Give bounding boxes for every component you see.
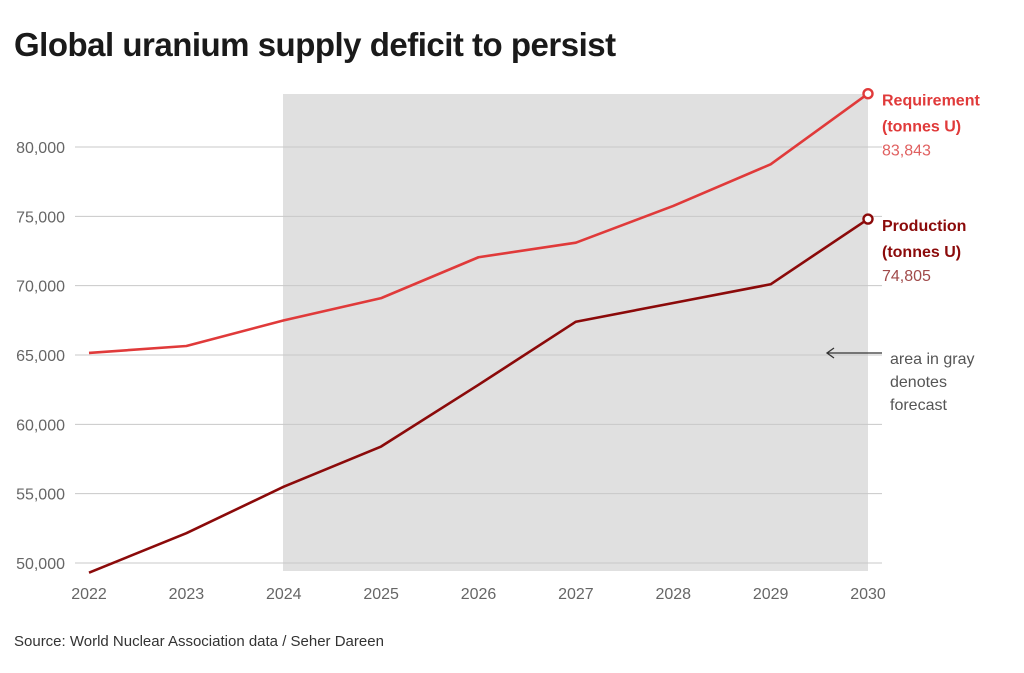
x-tick-label: 2025 (363, 586, 399, 603)
x-tick-label: 2027 (558, 586, 594, 603)
arrow-left-icon (825, 347, 835, 359)
gridlines (75, 146, 882, 564)
series-end-value: 83,843 (882, 143, 931, 160)
series-label-name: Production (882, 218, 966, 235)
y-tick-label: 50,000 (16, 556, 65, 573)
x-axis-ticks: 2022 2023 2024 2025 2026 2027 2028 2029 2030 (71, 586, 886, 603)
chart-title: Global uranium supply deficit to persist (14, 26, 616, 63)
y-tick-label: 55,000 (16, 487, 65, 504)
series-line-production (88, 217, 869, 574)
y-tick-label: 80,000 (16, 140, 65, 157)
annotation-text-line: area in gray (890, 351, 975, 368)
x-tick-label: 2026 (461, 586, 497, 603)
y-tick-label: 65,000 (16, 348, 65, 365)
series-label-unit: (tonnes U) (882, 119, 961, 136)
y-tick-label: 75,000 (16, 209, 65, 226)
series-label-name: Requirement (882, 93, 980, 110)
series-lines (88, 88, 874, 574)
x-tick-label: 2028 (655, 586, 691, 603)
y-axis-ticks: 50,000 55,000 60,000 65,000 70,000 75,000 80,0… (16, 140, 65, 573)
x-tick-label: 2023 (169, 586, 205, 603)
forecast-shaded-area (283, 94, 868, 571)
x-tick-label: 2030 (850, 586, 886, 603)
x-tick-label: 2024 (266, 586, 302, 603)
source-note: Source: World Nuclear Association data /… (14, 633, 384, 650)
forecast-annotation: area in gray denotes forecast (825, 347, 975, 414)
x-tick-label: 2022 (71, 586, 107, 603)
y-tick-label: 70,000 (16, 279, 65, 296)
annotation-text-line: denotes (890, 374, 947, 391)
y-tick-label: 60,000 (16, 417, 65, 434)
series-labels: Requirement (tonnes U) 83,843 Production (to… (882, 93, 980, 285)
series-label-unit: (tonnes U) (882, 244, 961, 261)
series-line-requirement (88, 92, 869, 355)
end-point-marker (862, 88, 874, 100)
series-end-value: 74,805 (882, 268, 931, 285)
end-point-marker (862, 213, 874, 225)
annotation-text-line: forecast (890, 397, 947, 414)
x-tick-label: 2029 (753, 586, 789, 603)
